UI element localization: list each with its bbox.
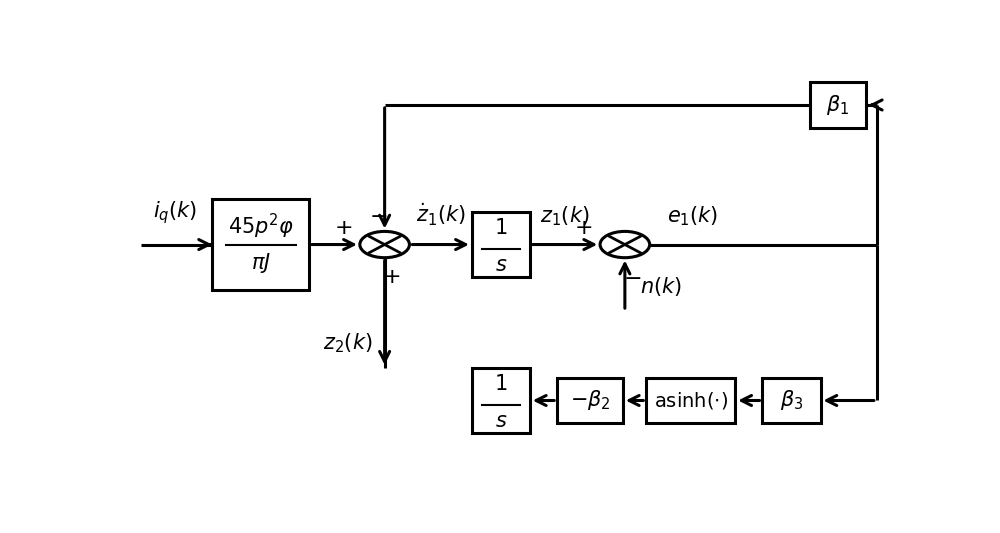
Bar xyxy=(646,378,735,423)
Text: $\dot{z}_1(k)$: $\dot{z}_1(k)$ xyxy=(416,202,465,228)
Text: $+$: $+$ xyxy=(382,266,400,287)
Text: $s$: $s$ xyxy=(495,255,507,275)
Text: $\mathrm{asinh}(\cdot)$: $\mathrm{asinh}(\cdot)$ xyxy=(654,390,728,411)
Text: $-\beta_2$: $-\beta_2$ xyxy=(570,389,610,413)
Text: $1$: $1$ xyxy=(494,218,508,238)
Circle shape xyxy=(600,231,650,257)
Text: $\beta_1$: $\beta_1$ xyxy=(826,93,850,117)
Text: $+$: $+$ xyxy=(574,218,592,238)
Text: $s$: $s$ xyxy=(495,411,507,431)
Text: $\beta_3$: $\beta_3$ xyxy=(780,389,803,413)
Text: $n(k)$: $n(k)$ xyxy=(640,275,682,298)
Text: $z_2(k)$: $z_2(k)$ xyxy=(323,332,373,356)
Text: $\pi J$: $\pi J$ xyxy=(251,251,271,275)
Bar xyxy=(810,83,866,127)
Text: $45p^2\varphi$: $45p^2\varphi$ xyxy=(228,212,294,241)
Bar xyxy=(472,212,530,277)
Bar xyxy=(762,378,821,423)
Text: $1$: $1$ xyxy=(494,374,508,394)
Circle shape xyxy=(360,231,409,257)
Text: $z_1(k)$: $z_1(k)$ xyxy=(540,205,590,228)
Text: $-$: $-$ xyxy=(369,205,388,225)
Text: $e_1(k)$: $e_1(k)$ xyxy=(667,205,718,228)
Text: $-$: $-$ xyxy=(623,266,642,287)
Bar xyxy=(212,199,309,289)
Text: $+$: $+$ xyxy=(334,218,352,238)
Bar xyxy=(472,368,530,433)
Text: $i_q(k)$: $i_q(k)$ xyxy=(153,199,198,226)
Bar xyxy=(557,378,623,423)
